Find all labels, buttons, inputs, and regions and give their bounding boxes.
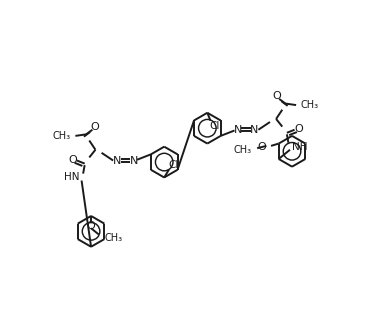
Text: O: O <box>273 91 281 101</box>
Text: CH₃: CH₃ <box>301 100 319 110</box>
Text: CH₃: CH₃ <box>233 145 252 155</box>
Text: NH: NH <box>292 142 308 152</box>
Text: O: O <box>68 155 77 165</box>
Text: HN: HN <box>64 173 79 183</box>
Text: CH₃: CH₃ <box>105 233 123 243</box>
Text: O: O <box>295 124 304 134</box>
Text: Cl: Cl <box>210 121 220 131</box>
Text: N: N <box>130 156 138 165</box>
Text: N: N <box>250 125 259 135</box>
Text: N: N <box>113 156 121 165</box>
Text: CH₃: CH₃ <box>53 131 71 141</box>
Text: O: O <box>87 221 95 231</box>
Text: O: O <box>90 122 99 132</box>
Text: O: O <box>258 142 266 152</box>
Text: Cl: Cl <box>168 160 179 170</box>
Text: N: N <box>233 125 242 135</box>
